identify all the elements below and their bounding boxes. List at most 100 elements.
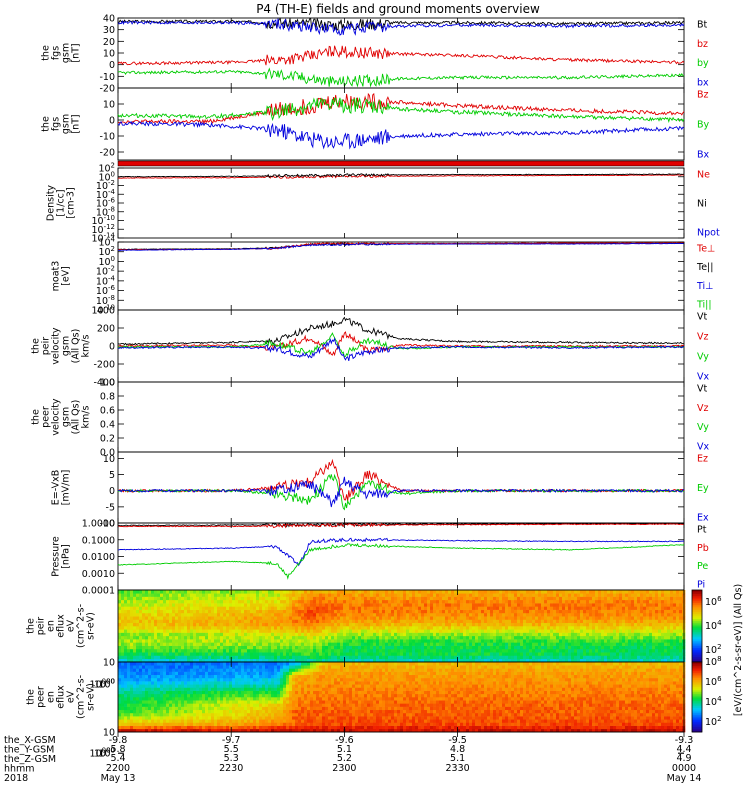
- heatmap-cell: [130, 722, 134, 726]
- heatmap-cell: [322, 658, 326, 663]
- heatmap-cell: [355, 619, 359, 624]
- heatmap-cell: [238, 626, 242, 630]
- heatmap-cell: [382, 626, 386, 630]
- heatmap-cell: [385, 658, 389, 663]
- y-tick-label: 0: [109, 60, 115, 71]
- heatmap-cell: [616, 609, 620, 614]
- heatmap-cell: [541, 596, 545, 601]
- heatmap-cell: [331, 652, 335, 656]
- heatmap-cell: [493, 635, 497, 640]
- heatmap-cell: [142, 626, 146, 630]
- heatmap-cell: [190, 593, 194, 597]
- heatmap-cell: [148, 719, 152, 723]
- heatmap-cell: [211, 593, 215, 597]
- heatmap-cell: [610, 616, 614, 620]
- heatmap-cell: [451, 639, 455, 643]
- heatmap-cell: [148, 665, 152, 669]
- heatmap-cell: [277, 658, 281, 663]
- heatmap-cell: [676, 603, 680, 607]
- legend-item: Ex: [697, 513, 709, 524]
- heatmap-cell: [247, 616, 251, 620]
- heatmap-cell: [487, 645, 491, 650]
- heatmap-cell: [118, 642, 122, 646]
- heatmap-cell: [409, 626, 413, 630]
- heatmap-cell: [151, 722, 155, 726]
- heatmap-cell: [679, 652, 683, 656]
- heatmap-cell: [370, 648, 374, 653]
- heatmap-cell: [322, 596, 326, 601]
- heatmap-cell: [289, 603, 293, 607]
- heatmap-cell: [202, 632, 206, 637]
- heatmap-cell: [265, 648, 269, 653]
- heatmap-cell: [250, 648, 254, 653]
- heatmap-cell: [595, 599, 599, 604]
- heatmap-cell: [349, 619, 353, 624]
- heatmap-cell: [121, 722, 125, 726]
- heatmap-cell: [235, 658, 239, 663]
- heatmap-cell: [175, 652, 179, 656]
- colorbar-segment: [692, 653, 702, 656]
- heatmap-cell: [397, 658, 401, 663]
- heatmap-cell: [679, 606, 683, 610]
- heatmap-cell: [160, 599, 164, 604]
- heatmap-cell: [289, 655, 293, 660]
- heatmap-cell: [676, 626, 680, 630]
- heatmap-cell: [160, 658, 164, 663]
- heatmap-cell: [619, 606, 623, 610]
- heatmap-cell: [469, 626, 473, 630]
- heatmap-cell: [577, 622, 581, 627]
- heatmap-cell: [505, 603, 509, 607]
- heatmap-cell: [295, 593, 299, 597]
- heatmap-cell: [310, 648, 314, 653]
- heatmap-cell: [439, 609, 443, 614]
- heatmap-cell: [445, 612, 449, 617]
- heatmap-cell: [415, 629, 419, 633]
- heatmap-cell: [613, 645, 617, 650]
- heatmap-cell: [451, 635, 455, 640]
- heatmap-cell: [520, 658, 524, 663]
- heatmap-cell: [373, 658, 377, 663]
- heatmap-cell: [145, 697, 149, 701]
- heatmap-cell: [508, 658, 512, 663]
- heatmap-cell: [280, 612, 284, 617]
- y-tick-label: 10-4: [96, 274, 116, 287]
- heatmap-cell: [181, 599, 185, 604]
- heatmap-cell: [664, 616, 668, 620]
- heatmap-cell: [265, 635, 269, 640]
- heatmap-cell: [361, 629, 365, 633]
- heatmap-cell: [532, 642, 536, 646]
- heatmap-cell: [127, 668, 131, 672]
- heatmap-cell: [625, 642, 629, 646]
- heatmap-cell: [226, 590, 230, 594]
- heatmap-cell: [241, 658, 245, 663]
- heatmap-cell: [310, 635, 314, 640]
- heatmap-cell: [325, 616, 329, 620]
- heatmap-cell: [376, 622, 380, 627]
- heatmap-cell: [142, 599, 146, 604]
- heatmap-cell: [364, 619, 368, 624]
- heatmap-cell: [595, 606, 599, 610]
- heatmap-cell: [502, 599, 506, 604]
- heatmap-cell: [631, 606, 635, 610]
- heatmap-cell: [403, 609, 407, 614]
- heatmap-cell: [592, 612, 596, 617]
- heatmap-cell: [196, 652, 200, 656]
- heatmap-cell: [223, 622, 227, 627]
- heatmap-cell: [178, 635, 182, 640]
- heatmap-cell: [178, 648, 182, 653]
- heatmap-cell: [151, 639, 155, 643]
- heatmap-cell: [409, 632, 413, 637]
- heatmap-cell: [130, 612, 134, 617]
- heatmap-cell: [454, 658, 458, 663]
- heatmap-cell: [376, 609, 380, 614]
- heatmap-cell: [259, 655, 263, 660]
- heatmap-cell: [499, 612, 503, 617]
- heatmap-cell: [565, 599, 569, 604]
- heatmap-cell: [355, 609, 359, 614]
- heatmap-cell: [541, 658, 545, 663]
- heatmap-cell: [178, 639, 182, 643]
- heatmap-cell: [166, 626, 170, 630]
- heatmap-cell: [397, 606, 401, 610]
- heatmap-cell: [652, 616, 656, 620]
- heatmap-cell: [145, 645, 149, 650]
